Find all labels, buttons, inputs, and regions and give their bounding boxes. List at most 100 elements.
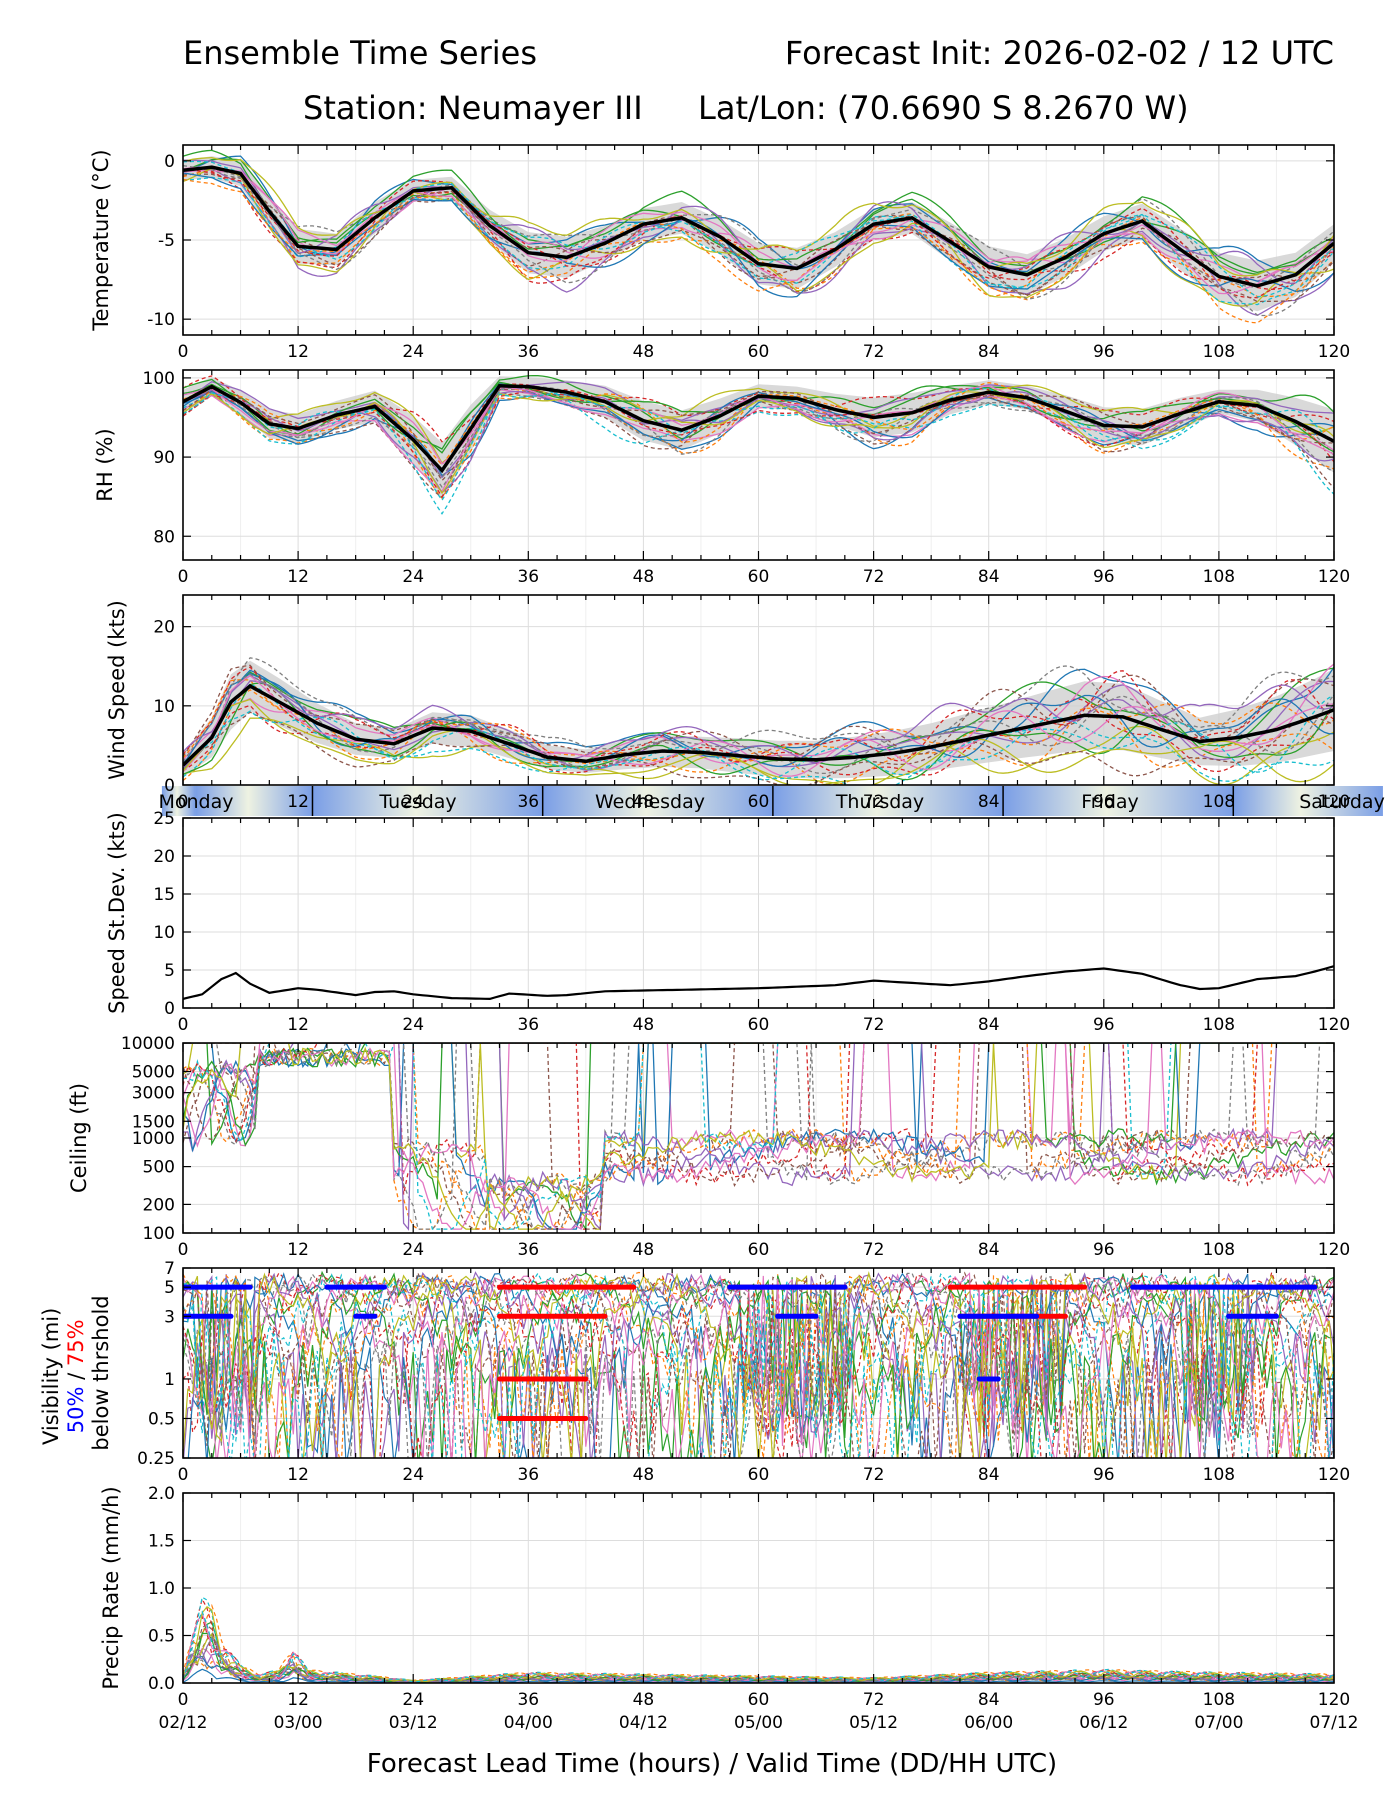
member-line: [183, 1043, 1334, 1231]
y-ticks: 75 3 1 0.5 0.25: [137, 1259, 1334, 1469]
x-tick-label: 96: [1093, 1465, 1115, 1485]
valid-time-label: 05/12: [849, 1713, 898, 1733]
x-tick-label: 0: [178, 1690, 189, 1710]
spread-band: [183, 156, 1334, 312]
y-ticks: 100 90 80: [143, 369, 1334, 547]
y-tick-label: 0.0: [148, 1674, 175, 1694]
x-tick-label: 120: [1318, 1690, 1350, 1710]
x-tick-label: 108: [1203, 342, 1235, 362]
y-tick-label: 20: [153, 847, 175, 867]
y-ticks: 20 10 0: [153, 618, 1334, 796]
valid-time-label: 06/00: [964, 1713, 1013, 1733]
valid-time-label: 05/00: [734, 1713, 783, 1733]
day-label-monday: Monday: [158, 791, 233, 813]
day-label-saturday: Saturday: [1299, 791, 1385, 813]
p75-label: 75%: [64, 1319, 88, 1366]
x-tick-label: 12: [287, 1690, 309, 1710]
y-ticks: 0 -5 -10: [147, 152, 1334, 330]
latlon-label: Lat/Lon: (70.6690 S 8.2670 W): [698, 89, 1189, 127]
y-tick-label: 10000: [121, 1034, 175, 1054]
member-line: [183, 167, 1334, 316]
x-tick-label: 12: [287, 1015, 309, 1035]
plot-area: [183, 657, 1334, 785]
day-segment: [161, 786, 196, 816]
x-tick-label: 36: [517, 1465, 539, 1485]
y-tick-label: 0: [164, 152, 175, 172]
member-line: [183, 1043, 1334, 1230]
y-axis-label-wind: Wind Speed (kts): [105, 600, 129, 780]
x-axis-label: Forecast Lead Time (hours) / Valid Time …: [367, 1749, 1057, 1779]
spread-band: [183, 376, 1334, 499]
member-line: [183, 169, 1334, 293]
y-tick-label: 1000: [132, 1129, 175, 1149]
grid: [182, 1042, 1335, 1234]
x-tick-label: 120: [1318, 567, 1350, 587]
x-tick-label: 48: [633, 1015, 655, 1035]
x-tick-label: 24: [402, 567, 424, 587]
x-tick-label: 84: [978, 1690, 1000, 1710]
plot-area: [183, 374, 1334, 515]
member-line: [183, 1272, 1334, 1458]
x-tick-label: 36: [517, 342, 539, 362]
member-line: [183, 1043, 1334, 1231]
x-tick-label: 120: [1318, 1240, 1350, 1260]
plot-area: [183, 1270, 1334, 1458]
y-tick-label: 0.25: [137, 1449, 175, 1469]
x-tick-label: 0: [178, 567, 189, 587]
y-tick-label: 3: [164, 1307, 175, 1327]
plot-area: [183, 149, 1334, 324]
valid-time-label: 03/12: [389, 1713, 438, 1733]
y-ticks: 25 20 15 10 5 0: [153, 809, 1334, 1019]
x-tick-label: 48: [633, 792, 655, 812]
member-line: [183, 673, 1334, 775]
x-tick-label: 120: [1318, 342, 1350, 362]
x-tick-label: 36: [517, 1240, 539, 1260]
valid-time-label: 04/00: [504, 1713, 553, 1733]
station-label: Station: Neumayer III: [303, 89, 643, 127]
x-tick-label: 96: [1093, 567, 1115, 587]
y-tick-label: 500: [143, 1158, 175, 1178]
mean-line: [183, 683, 1334, 767]
x-tick-label: 72: [863, 567, 885, 587]
x-tick-label: 108: [1203, 792, 1235, 812]
stdev-line: [183, 965, 1334, 1001]
member-line: [183, 176, 1334, 306]
x-tick-label: 72: [863, 342, 885, 362]
day-label-tuesday: Tuesday: [378, 791, 456, 813]
y-tick-label: 0: [164, 776, 175, 796]
plot-area: [183, 1043, 1334, 1232]
valid-time-label: 07/12: [1310, 1713, 1359, 1733]
day-segment: [195, 786, 313, 816]
visibility-ylabel: Visibility (mi) 50% / 75% below thrshold: [39, 1295, 113, 1450]
y-axis-label-speed_stdev: Speed St.Dev. (kts): [105, 812, 129, 1014]
x-tick-label: 60: [748, 1465, 770, 1485]
x-tick-label: 24: [402, 1015, 424, 1035]
y-tick-label: 80: [153, 527, 175, 547]
y-tick-label: 100: [143, 369, 175, 389]
member-line: [183, 1271, 1334, 1458]
x-ticks: 0 12 24 36 48 60 72 84 96 108 120: [178, 595, 1350, 812]
member-line: [183, 1273, 1334, 1458]
x-tick-label: 24: [402, 792, 424, 812]
day-segment: [1233, 786, 1383, 816]
day-segment: [772, 786, 1004, 816]
x-tick-label: 96: [1093, 1240, 1115, 1260]
grid: [182, 145, 1335, 335]
member-line: [183, 698, 1334, 785]
x-tick-label: 48: [633, 1465, 655, 1485]
x-tick-label: 84: [978, 1240, 1000, 1260]
y-tick-label: 90: [153, 448, 175, 468]
member-line: [183, 1043, 1334, 1230]
x-tick-label: 96: [1093, 1015, 1115, 1035]
y-tick-label: 3000: [132, 1084, 175, 1104]
member-line: [183, 1272, 1334, 1458]
x-tick-label: 48: [633, 342, 655, 362]
x-tick-label: 0: [178, 1015, 189, 1035]
x-tick-label: 84: [978, 1015, 1000, 1035]
panel-visibility: 0 12 24 36 48 60 72 84 96 108 120 75 3 1 0.5 0.25: [137, 1259, 1350, 1485]
valid-time-label: 04/12: [619, 1713, 668, 1733]
x-tick-label: 84: [978, 342, 1000, 362]
x-tick-label: 96: [1093, 342, 1115, 362]
day-segment: [542, 786, 773, 816]
